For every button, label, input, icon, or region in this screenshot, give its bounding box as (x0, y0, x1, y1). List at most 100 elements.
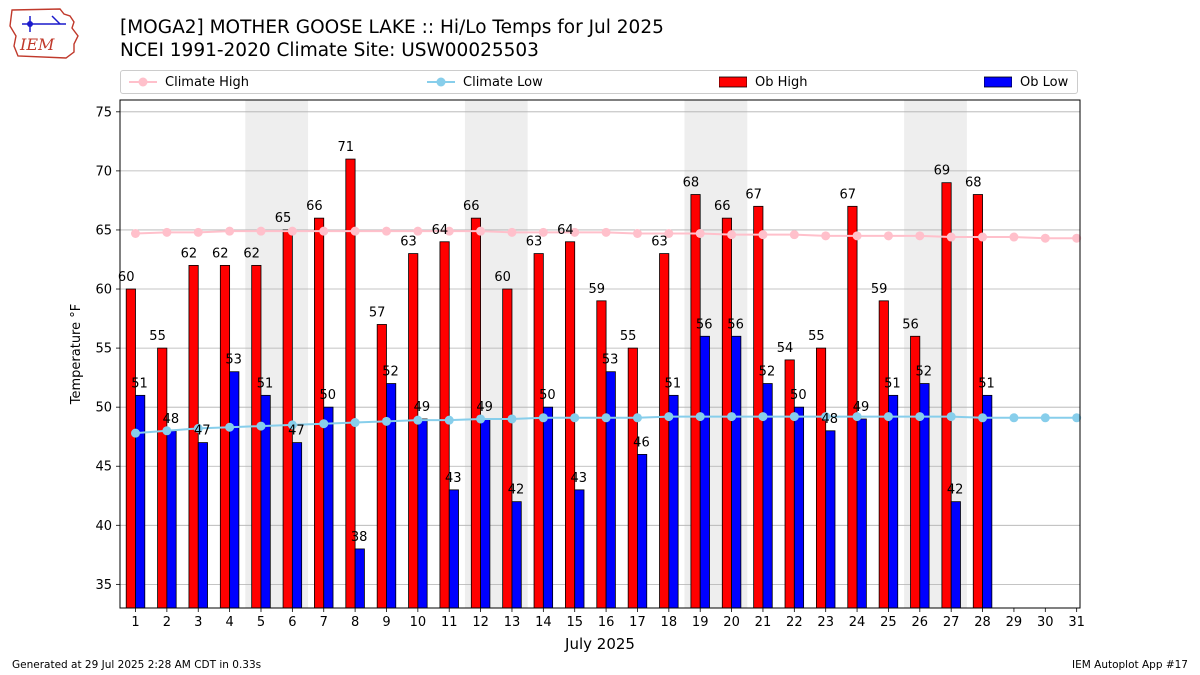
bar-ob-low-18 (668, 394, 679, 609)
xtick-label-2: 2 (163, 615, 171, 630)
label-ob-high-1: 60 (118, 270, 135, 285)
label-ob-low-2: 48 (163, 412, 180, 427)
bar-ob-high-15 (565, 241, 576, 609)
xtick-label-22: 22 (786, 615, 803, 630)
climate-high-swatch (129, 77, 157, 87)
label-ob-low-18: 51 (665, 376, 682, 391)
bar-ob-high-19 (690, 194, 701, 609)
label-ob-high-16: 59 (589, 282, 606, 297)
label-ob-high-17: 55 (620, 329, 637, 344)
label-ob-high-28: 68 (965, 176, 982, 191)
xtick-label-24: 24 (849, 615, 866, 630)
xtick-label-30: 30 (1037, 615, 1054, 630)
bar-ob-low-10 (417, 418, 428, 609)
bar-ob-high-2 (157, 347, 168, 609)
label-ob-low-17: 46 (633, 435, 650, 450)
climate-low-point-19 (695, 412, 705, 422)
climate-low-point-17 (632, 413, 642, 423)
label-ob-high-3: 62 (181, 246, 198, 261)
climate-high-point-9 (381, 226, 391, 236)
xtick-label-12: 12 (472, 615, 489, 630)
chart-title: [MOGA2] MOTHER GOOSE LAKE :: Hi/Lo Temps… (120, 17, 664, 38)
label-ob-high-4: 62 (212, 246, 229, 261)
xtick-label-25: 25 (880, 615, 897, 630)
label-ob-high-8: 71 (338, 140, 355, 155)
bar-ob-low-20 (731, 335, 742, 609)
xtick-label-6: 6 (288, 615, 296, 630)
climate-low-point-1 (131, 428, 140, 438)
xtick-label-3: 3 (194, 615, 202, 630)
climate-low-point-2 (162, 426, 172, 436)
xtick-label-31: 31 (1068, 615, 1085, 630)
climate-low-point-3 (193, 423, 203, 433)
bar-ob-low-16 (605, 371, 616, 609)
label-ob-low-3: 47 (194, 424, 211, 439)
bar-ob-low-4 (229, 371, 240, 609)
climate-low-point-4 (225, 422, 235, 432)
ytick-label-60: 60 (95, 283, 112, 298)
bar-ob-low-23 (825, 430, 836, 609)
label-ob-low-10: 49 (414, 400, 431, 415)
xtick-label-13: 13 (504, 615, 521, 630)
climate-low-point-5 (256, 421, 266, 431)
climate-high-point-4 (225, 226, 235, 236)
climate-low-point-16 (601, 413, 611, 423)
climate-low-point-24 (852, 412, 862, 422)
climate-low-point-27 (946, 412, 956, 422)
legend-label-climate-low: Climate Low (463, 74, 543, 90)
xtick-label-11: 11 (441, 615, 458, 630)
climate-low-point-31 (1072, 413, 1082, 423)
bar-ob-low-8 (354, 548, 365, 609)
xtick-label-7: 7 (320, 615, 328, 630)
label-ob-low-21: 52 (759, 365, 776, 380)
climate-high-point-12 (476, 226, 486, 236)
ytick-label-70: 70 (95, 164, 112, 179)
app-label: IEM Autoplot App #17 (1072, 659, 1188, 671)
bar-ob-high-17 (627, 347, 638, 609)
climate-low-point-20 (727, 412, 737, 422)
climate-high-point-24 (852, 231, 862, 241)
label-ob-high-21: 67 (745, 187, 762, 202)
bar-ob-low-13 (511, 501, 522, 609)
label-ob-low-4: 53 (225, 353, 242, 368)
xtick-label-9: 9 (382, 615, 390, 630)
climate-high-point-8 (350, 226, 360, 236)
label-ob-high-6: 65 (275, 211, 292, 226)
climate-high-point-28 (978, 232, 988, 242)
legend-item-ob-high: Ob High (719, 71, 808, 93)
label-ob-low-27: 42 (947, 483, 964, 498)
legend-item-climate-high: Climate High (129, 71, 249, 93)
climate-low-point-18 (664, 412, 674, 422)
climate-low-point-8 (350, 418, 360, 428)
label-ob-high-15: 64 (557, 223, 574, 238)
y-axis-label: Temperature °F (69, 304, 84, 405)
legend-label-climate-high: Climate High (165, 74, 250, 90)
climate-high-point-1 (131, 228, 140, 238)
climate-high-point-3 (193, 227, 203, 237)
generated-timestamp: Generated at 29 Jul 2025 2:28 AM CDT in … (12, 659, 262, 671)
label-ob-low-22: 50 (790, 388, 807, 403)
climate-high-point-25 (883, 231, 893, 241)
label-ob-low-26: 52 (916, 365, 933, 380)
bar-ob-low-19 (699, 335, 710, 609)
ytick-label-45: 45 (95, 460, 112, 475)
xtick-label-4: 4 (225, 615, 233, 630)
xtick-label-16: 16 (598, 615, 615, 630)
xtick-label-17: 17 (629, 615, 646, 630)
bar-ob-low-2 (166, 430, 177, 609)
bar-ob-low-24 (856, 418, 867, 609)
climate-low-point-30 (1040, 413, 1050, 423)
label-ob-low-11: 43 (445, 471, 462, 486)
climate-high-point-2 (162, 227, 172, 237)
bar-ob-high-27 (941, 182, 952, 609)
bar-ob-high-13 (502, 288, 513, 609)
xtick-label-23: 23 (817, 615, 834, 630)
climate-high-point-29 (1009, 232, 1019, 242)
bar-ob-high-28 (972, 194, 983, 609)
bar-ob-high-6 (282, 229, 293, 609)
bar-ob-low-6 (291, 442, 303, 609)
climate-high-point-14 (538, 227, 548, 237)
label-ob-high-23: 55 (808, 329, 825, 344)
label-ob-high-9: 57 (369, 305, 386, 320)
